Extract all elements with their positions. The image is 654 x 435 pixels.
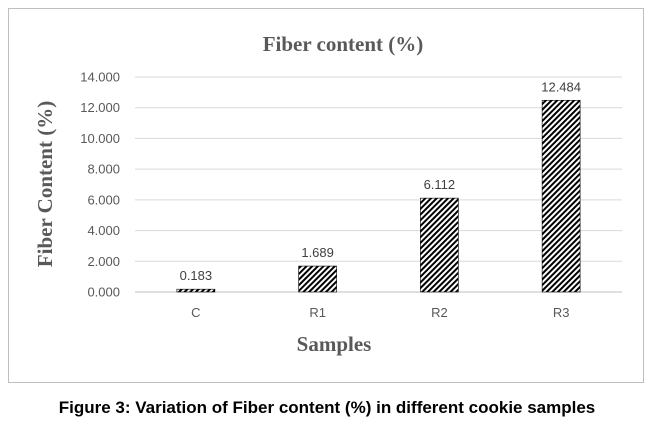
x-tick-label: R2 (431, 305, 448, 320)
x-tick-label: R1 (309, 305, 326, 320)
y-tick-label: 4.000 (87, 223, 120, 238)
y-tick-label: 10.000 (80, 131, 120, 146)
x-tick-label: R3 (553, 305, 570, 320)
bar-c (176, 288, 216, 293)
y-tick-label: 2.000 (87, 254, 120, 269)
chart-frame (8, 8, 644, 383)
data-label: 12.484 (541, 79, 581, 94)
labels: 0.000 2.000 4.000 6.000 8.000 10.000 12.000 14.… (80, 70, 581, 321)
data-label: 6.112 (424, 177, 456, 192)
y-tick-label: 0.000 (87, 285, 120, 300)
bar-r3 (541, 99, 581, 293)
y-axis-title: Fiber Content (%) (33, 101, 57, 267)
gridlines (135, 76, 622, 293)
x-axis-title: Samples (297, 332, 372, 356)
bars (176, 99, 581, 293)
data-label: 1.689 (301, 245, 334, 260)
bar-r2 (420, 197, 459, 293)
y-tick-label: 8.000 (87, 162, 120, 177)
bar-r1 (298, 265, 337, 293)
y-tick-label: 6.000 (87, 192, 120, 207)
bar-chart: Fiber content (%) Fiber Content (%) Samp… (33, 32, 622, 356)
x-tick-label: C (191, 305, 200, 320)
y-tick-label: 14.000 (80, 70, 120, 85)
y-tick-label: 12.000 (80, 100, 120, 115)
data-label: 0.183 (180, 268, 213, 283)
chart-title: Fiber content (%) (263, 32, 424, 56)
figure-caption: Figure 3: Variation of Fiber content (%)… (58, 398, 596, 417)
